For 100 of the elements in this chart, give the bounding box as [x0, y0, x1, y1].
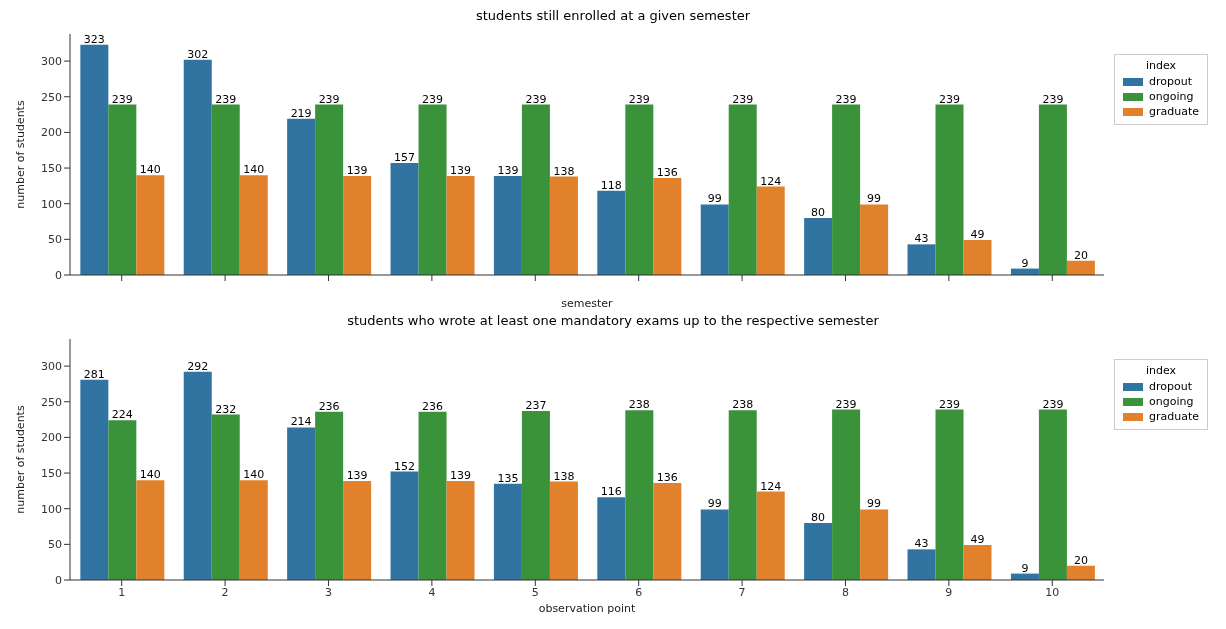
- x-tick-label: 3: [324, 585, 332, 599]
- legend-title: index: [1144, 59, 1178, 72]
- bar: [108, 104, 137, 275]
- bar: [493, 175, 522, 275]
- data-label: 43: [914, 537, 929, 551]
- data-label: 139: [450, 163, 472, 177]
- chart-title: students who wrote at least one mandatory exams up to the respective semester: [346, 313, 880, 330]
- y-axis-title: number of students: [13, 100, 27, 209]
- bar: [860, 509, 889, 580]
- bar: [549, 481, 578, 580]
- data-label: 236: [422, 399, 444, 413]
- x-tick-label: 5: [531, 585, 539, 599]
- bar: [935, 104, 964, 275]
- bar: [963, 545, 992, 580]
- bar: [287, 118, 316, 275]
- data-label: 124: [760, 174, 782, 188]
- data-label: 239: [939, 397, 961, 411]
- x-tick-label: 1: [118, 585, 126, 599]
- x-tick-label: 10: [1045, 585, 1060, 599]
- data-label: 80: [811, 510, 826, 524]
- y-tick-label: 300: [41, 55, 62, 68]
- bar: [756, 491, 785, 580]
- y-tick-label: 50: [48, 233, 62, 247]
- legend-label: graduate: [1148, 105, 1199, 118]
- data-label: 140: [243, 468, 265, 482]
- bar: [860, 204, 889, 275]
- data-label: 237: [525, 399, 547, 413]
- data-label: 140: [139, 468, 161, 482]
- data-label: 20: [1073, 248, 1088, 262]
- data-label: 49: [970, 228, 985, 242]
- data-label: 139: [497, 163, 519, 177]
- legend-title: index: [1144, 364, 1178, 377]
- data-label: 239: [525, 92, 547, 106]
- data-label: 118: [600, 178, 622, 192]
- data-label: 124: [760, 479, 782, 493]
- bar: [756, 186, 785, 275]
- data-label: 157: [394, 151, 416, 165]
- legend-label: dropout: [1148, 75, 1192, 88]
- data-label: 140: [243, 163, 265, 177]
- bar: [597, 497, 626, 580]
- bar: [521, 411, 550, 580]
- data-label: 9: [1021, 561, 1029, 575]
- x-tick-label: 7: [738, 585, 746, 599]
- x-tick-label: 8: [841, 585, 849, 599]
- data-label: 139: [346, 163, 368, 177]
- bar: [700, 509, 729, 580]
- bar: [287, 427, 316, 580]
- bar: [963, 240, 992, 275]
- bar: [728, 410, 757, 580]
- data-label: 138: [553, 164, 575, 178]
- bar: [136, 480, 165, 580]
- data-label: 49: [970, 533, 985, 547]
- x-tick-label: 6: [635, 585, 643, 599]
- data-label: 239: [1042, 397, 1064, 411]
- data-label: 239: [1042, 92, 1064, 106]
- bar: [343, 480, 372, 580]
- data-label: 139: [346, 468, 368, 482]
- data-label: 239: [318, 92, 340, 106]
- chart-title: students still enrolled at a given semester: [474, 8, 752, 25]
- bar: [446, 175, 475, 275]
- bar: [653, 178, 682, 275]
- data-label: 302: [187, 47, 209, 61]
- data-label: 239: [422, 92, 444, 106]
- data-label: 239: [215, 92, 237, 106]
- bar: [136, 175, 165, 275]
- y-tick-label: 150: [41, 466, 62, 480]
- bar: [1038, 409, 1067, 580]
- bar: [804, 522, 833, 580]
- data-label: 239: [835, 92, 857, 106]
- y-tick-label: 50: [48, 538, 62, 552]
- data-label: 281: [83, 367, 105, 381]
- bar: [183, 371, 212, 580]
- data-label: 43: [914, 232, 929, 246]
- bar: [549, 176, 578, 275]
- data-label: 238: [732, 398, 754, 412]
- bar: [446, 480, 475, 580]
- y-tick-label: 0: [55, 268, 62, 282]
- x-tick-label: 4: [428, 585, 436, 599]
- bar: [1066, 565, 1095, 580]
- data-label: 99: [867, 192, 882, 206]
- bar: [625, 410, 654, 580]
- bar: [108, 420, 137, 580]
- legend-label: graduate: [1148, 410, 1199, 423]
- data-label: 239: [628, 92, 650, 106]
- y-tick-label: 200: [41, 126, 62, 140]
- data-label: 239: [732, 92, 754, 106]
- bar: [907, 244, 936, 275]
- y-tick-label: 200: [41, 431, 62, 445]
- bar: [80, 379, 109, 580]
- bar: [597, 190, 626, 275]
- bar: [239, 175, 268, 275]
- data-label: 224: [111, 408, 133, 422]
- data-label: 239: [111, 92, 133, 106]
- bar: [343, 175, 372, 275]
- bar: [390, 163, 419, 275]
- bar: [1038, 104, 1067, 275]
- x-tick-label: 9: [945, 585, 953, 599]
- data-label: 99: [867, 497, 882, 511]
- bar: [315, 411, 344, 580]
- bar: [935, 409, 964, 580]
